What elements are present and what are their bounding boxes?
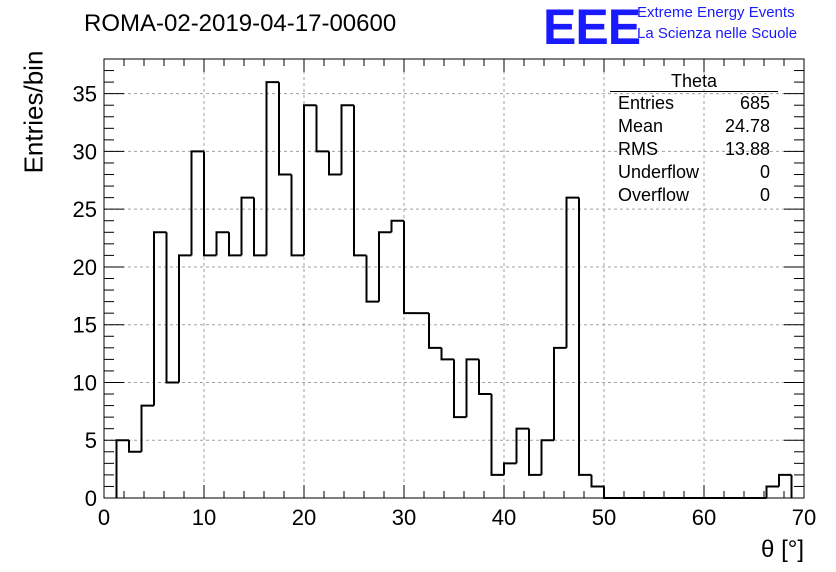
- histogram-bin: [353, 105, 367, 257]
- tick-labels: 0 10 20 30 40 50 60 70 0 5 10 15 20 25 30 35: [73, 82, 817, 530]
- histogram-bin: [453, 359, 467, 419]
- histogram-bin: [228, 232, 242, 257]
- histogram-bin: [503, 462, 517, 475]
- histogram-bin: [778, 473, 792, 487]
- stat-value: 24.78: [724, 116, 770, 136]
- histogram-bin: [278, 82, 292, 176]
- x-tick-label: 60: [692, 505, 716, 530]
- histogram-bin: [253, 197, 267, 257]
- histogram-bin: [528, 428, 542, 476]
- logo-caption-line1: Extreme Energy Events: [637, 4, 795, 21]
- x-tick-label: 40: [492, 505, 516, 530]
- x-axis-label: θ [°]: [761, 536, 804, 563]
- x-tick-label: 10: [192, 505, 216, 530]
- plot-frame: [103, 58, 805, 499]
- histogram-bin: [765, 485, 779, 498]
- histogram-bin: [240, 196, 254, 256]
- histogram-bin: [128, 440, 142, 453]
- stat-value: 685: [739, 93, 770, 113]
- histogram-bin: [303, 104, 317, 256]
- histogram-bin: [365, 255, 379, 303]
- x-tick-label: 50: [592, 505, 616, 530]
- histogram-bin: [340, 104, 354, 175]
- y-tick-label: 15: [73, 313, 97, 338]
- histogram-bin: [203, 151, 217, 257]
- histogram-bin: [290, 174, 304, 257]
- histogram-bin: [215, 231, 229, 256]
- stat-label: Overflow: [618, 185, 690, 205]
- chart-title: ROMA-02-2019-04-17-00600: [84, 10, 397, 37]
- stats-title: Theta: [610, 72, 778, 92]
- grid-lines: [104, 59, 804, 498]
- histogram-bin: [265, 81, 279, 256]
- y-tick-label: 35: [73, 82, 97, 107]
- stat-label: Underflow: [618, 162, 700, 182]
- y-tick-label: 30: [73, 139, 97, 164]
- histogram-bin: [328, 151, 342, 176]
- stats-box: Theta Entries 685 Mean 24.78 RMS 13.88 U…: [610, 72, 778, 207]
- histogram-bin: [603, 486, 617, 499]
- y-tick-label: 5: [85, 428, 97, 453]
- stat-row: RMS 13.88: [610, 138, 778, 161]
- histogram-bin: [590, 474, 604, 488]
- eee-logo: EEE: [543, 0, 641, 55]
- histogram-bin: [153, 231, 167, 406]
- stat-row: Overflow 0: [610, 184, 778, 207]
- histogram-bin: [540, 439, 554, 475]
- x-tick-label: 20: [292, 505, 316, 530]
- histogram-bin: [553, 346, 567, 441]
- axis-ticks: [103, 58, 805, 499]
- stat-label: Mean: [618, 116, 664, 136]
- histogram-bin: [178, 254, 192, 383]
- histogram-bin: [578, 197, 592, 476]
- stat-label: RMS: [618, 139, 658, 159]
- histogram-bin: [490, 394, 504, 476]
- stat-value: 0: [759, 185, 770, 205]
- histogram-bin: [390, 219, 404, 233]
- x-tick-label: 0: [98, 505, 110, 530]
- histogram-bin: [478, 359, 492, 396]
- stat-value: 0: [759, 162, 770, 182]
- histogram-bin: [315, 105, 329, 153]
- histogram-bin: [378, 231, 392, 302]
- stat-label: Entries: [618, 93, 675, 113]
- histogram-bin: [465, 358, 479, 418]
- logo-caption-line2: La Scienza nelle Scuole: [637, 25, 798, 42]
- y-tick-label: 10: [73, 370, 97, 395]
- x-tick-label: 70: [792, 505, 816, 530]
- histogram-bars: [115, 81, 793, 499]
- x-tick-label: 30: [392, 505, 416, 530]
- histogram-bin: [440, 347, 454, 361]
- histogram-bin: [140, 404, 154, 452]
- histogram-bin: [428, 313, 442, 349]
- stat-row: Mean 24.78: [610, 115, 778, 138]
- y-tick-label: 0: [85, 486, 97, 511]
- stat-row: Entries 685: [610, 92, 778, 115]
- histogram-bin: [515, 427, 529, 464]
- stat-row: Underflow 0: [610, 161, 778, 184]
- histogram-bin: [115, 439, 129, 498]
- stat-value: 13.88: [724, 139, 770, 159]
- histogram-bin: [190, 150, 204, 256]
- histogram-bin: [565, 196, 579, 348]
- y-axis-label: Entries/bin: [18, 50, 49, 174]
- histogram-bin: [403, 220, 417, 315]
- y-tick-label: 20: [73, 255, 97, 280]
- y-tick-label: 25: [73, 197, 97, 222]
- histogram-bin: [165, 232, 179, 384]
